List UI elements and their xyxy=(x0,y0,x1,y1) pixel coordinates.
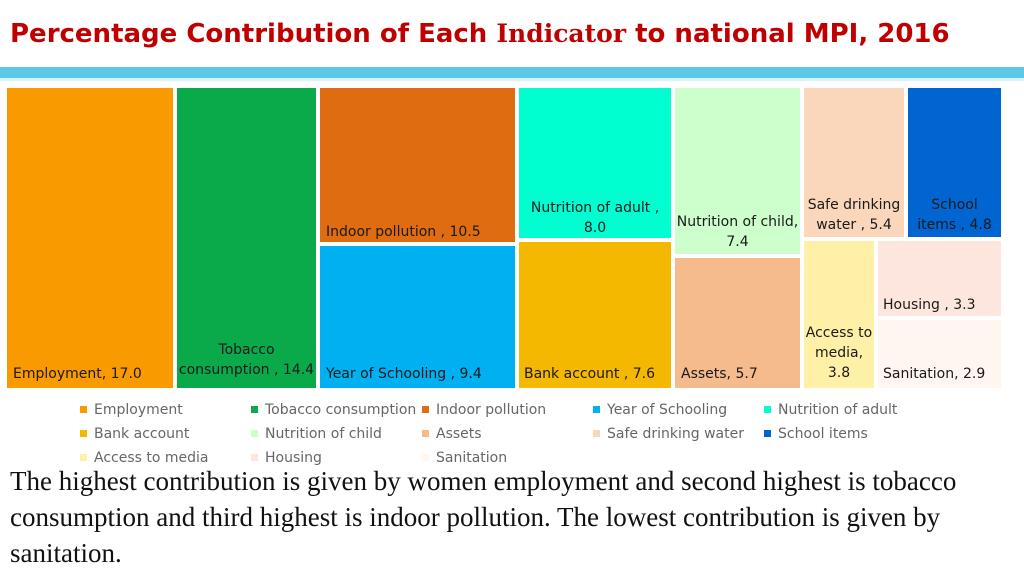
legend-swatch xyxy=(80,453,87,461)
legend-item-nutrition-of-adult: Nutrition of adult xyxy=(764,399,897,421)
treemap-label-housing: Housing , 3.3 xyxy=(883,297,976,313)
legend-swatch xyxy=(251,453,258,461)
treemap-label-employment: Employment, 17.0 xyxy=(13,366,142,382)
legend-swatch xyxy=(422,429,429,437)
treemap-label-nutrition-of-child: Nutrition of child, 7.4 xyxy=(676,214,799,250)
treemap-tile-safe-drinking-water: Safe drinking water , 5.4 xyxy=(802,86,906,239)
legend-label: Assets xyxy=(436,426,482,442)
legend-label: Bank account xyxy=(94,426,190,442)
legend-label: Indoor pollution xyxy=(436,402,547,418)
legend-swatch xyxy=(251,429,258,437)
legend-label: Tobacco consumption xyxy=(265,402,417,418)
legend-swatch xyxy=(251,405,258,413)
legend-item-tobacco-consumption: Tobacco consumption xyxy=(251,399,416,421)
title-part-3: to national MPI, 2016 xyxy=(635,19,950,49)
legend-label: Housing xyxy=(265,450,322,466)
legend-swatch xyxy=(80,405,87,413)
legend-label: School items xyxy=(778,426,868,442)
legend-item-access-to-media: Access to media xyxy=(80,447,209,469)
treemap-label-tobacco-consumption: Tobacco consumption , 14.4 xyxy=(178,342,315,378)
legend-swatch xyxy=(593,429,600,437)
treemap-label-school-items: School items , 4.8 xyxy=(917,197,992,233)
legend-item-employment: Employment xyxy=(80,399,183,421)
treemap-tile-sanitation: Sanitation, 2.9 xyxy=(876,318,1003,390)
treemap-label-assets: Assets, 5.7 xyxy=(681,366,758,382)
treemap-tile-nutrition-of-child: Nutrition of child, 7.4 xyxy=(673,86,802,256)
title-part-1: Percentage Contribution of Each xyxy=(10,19,488,49)
treemap-label-safe-drinking-water: Safe drinking water , 5.4 xyxy=(807,197,901,233)
treemap-tile-assets: Assets, 5.7 xyxy=(673,256,802,390)
legend-item-year-of-schooling: Year of Schooling xyxy=(593,399,727,421)
treemap-tile-nutrition-of-adult: Nutrition of adult , 8.0 xyxy=(517,86,673,240)
legend-item-nutrition-of-child: Nutrition of child xyxy=(251,423,382,445)
legend-swatch xyxy=(80,429,87,437)
header-divider xyxy=(0,67,1024,78)
summary-text: The highest contribution is given by wom… xyxy=(10,466,957,568)
legend-item-bank-account: Bank account xyxy=(80,423,189,445)
treemap-label-indoor-pollution: Indoor pollution , 10.5 xyxy=(326,224,481,240)
chart-legend: Employment Tobacco consumption Indoor poll… xyxy=(80,399,980,469)
legend-item-assets: Assets xyxy=(422,423,482,445)
legend-label: Safe drinking water xyxy=(607,426,744,442)
treemap-label-access-to-media: Access to media, 3.8 xyxy=(805,325,873,381)
treemap-label-bank-account: Bank account , 7.6 xyxy=(524,366,656,382)
legend-item-safe-drinking-water: Safe drinking water xyxy=(593,423,744,445)
legend-swatch xyxy=(764,405,771,413)
treemap-label-sanitation: Sanitation, 2.9 xyxy=(883,366,986,382)
legend-swatch xyxy=(764,429,771,437)
treemap-tile-tobacco-consumption: Tobacco consumption , 14.4 xyxy=(175,86,318,390)
legend-label: Access to media xyxy=(94,450,209,466)
treemap-tile-housing: Housing , 3.3 xyxy=(876,239,1003,318)
legend-label: Nutrition of child xyxy=(265,426,382,442)
legend-item-school-items: School items xyxy=(764,423,868,445)
treemap-tile-access-to-media: Access to media, 3.8 xyxy=(802,239,876,390)
treemap-tile-year-of-schooling: Year of Schooling , 9.4 xyxy=(318,244,517,390)
page-title: Percentage Contribution of Each Indicato… xyxy=(10,14,950,54)
treemap-label-year-of-schooling: Year of Schooling , 9.4 xyxy=(326,366,482,382)
treemap-tile-bank-account: Bank account , 7.6 xyxy=(517,240,673,390)
legend-swatch xyxy=(593,405,600,413)
header-divider-light xyxy=(0,78,1024,81)
legend-label: Nutrition of adult xyxy=(778,402,898,418)
treemap-label-nutrition-of-adult: Nutrition of adult , 8.0 xyxy=(530,200,660,236)
treemap-tile-employment: Employment, 17.0 xyxy=(5,86,175,390)
legend-label: Sanitation xyxy=(436,450,508,466)
treemap-tile-school-items: School items , 4.8 xyxy=(906,86,1003,239)
title-part-2: Indicator xyxy=(496,19,627,48)
legend-item-sanitation: Sanitation xyxy=(422,447,507,469)
treemap-chart: Employment, 17.0 Tobacco consumption , 14.… xyxy=(5,86,1003,390)
legend-label: Employment xyxy=(94,402,183,418)
legend-item-indoor-pollution: Indoor pollution xyxy=(422,399,546,421)
legend-label: Year of Schooling xyxy=(607,402,728,418)
legend-item-housing: Housing xyxy=(251,447,322,469)
legend-swatch xyxy=(422,405,429,413)
treemap-tile-indoor-pollution: Indoor pollution , 10.5 xyxy=(318,86,517,244)
legend-swatch xyxy=(422,453,429,461)
